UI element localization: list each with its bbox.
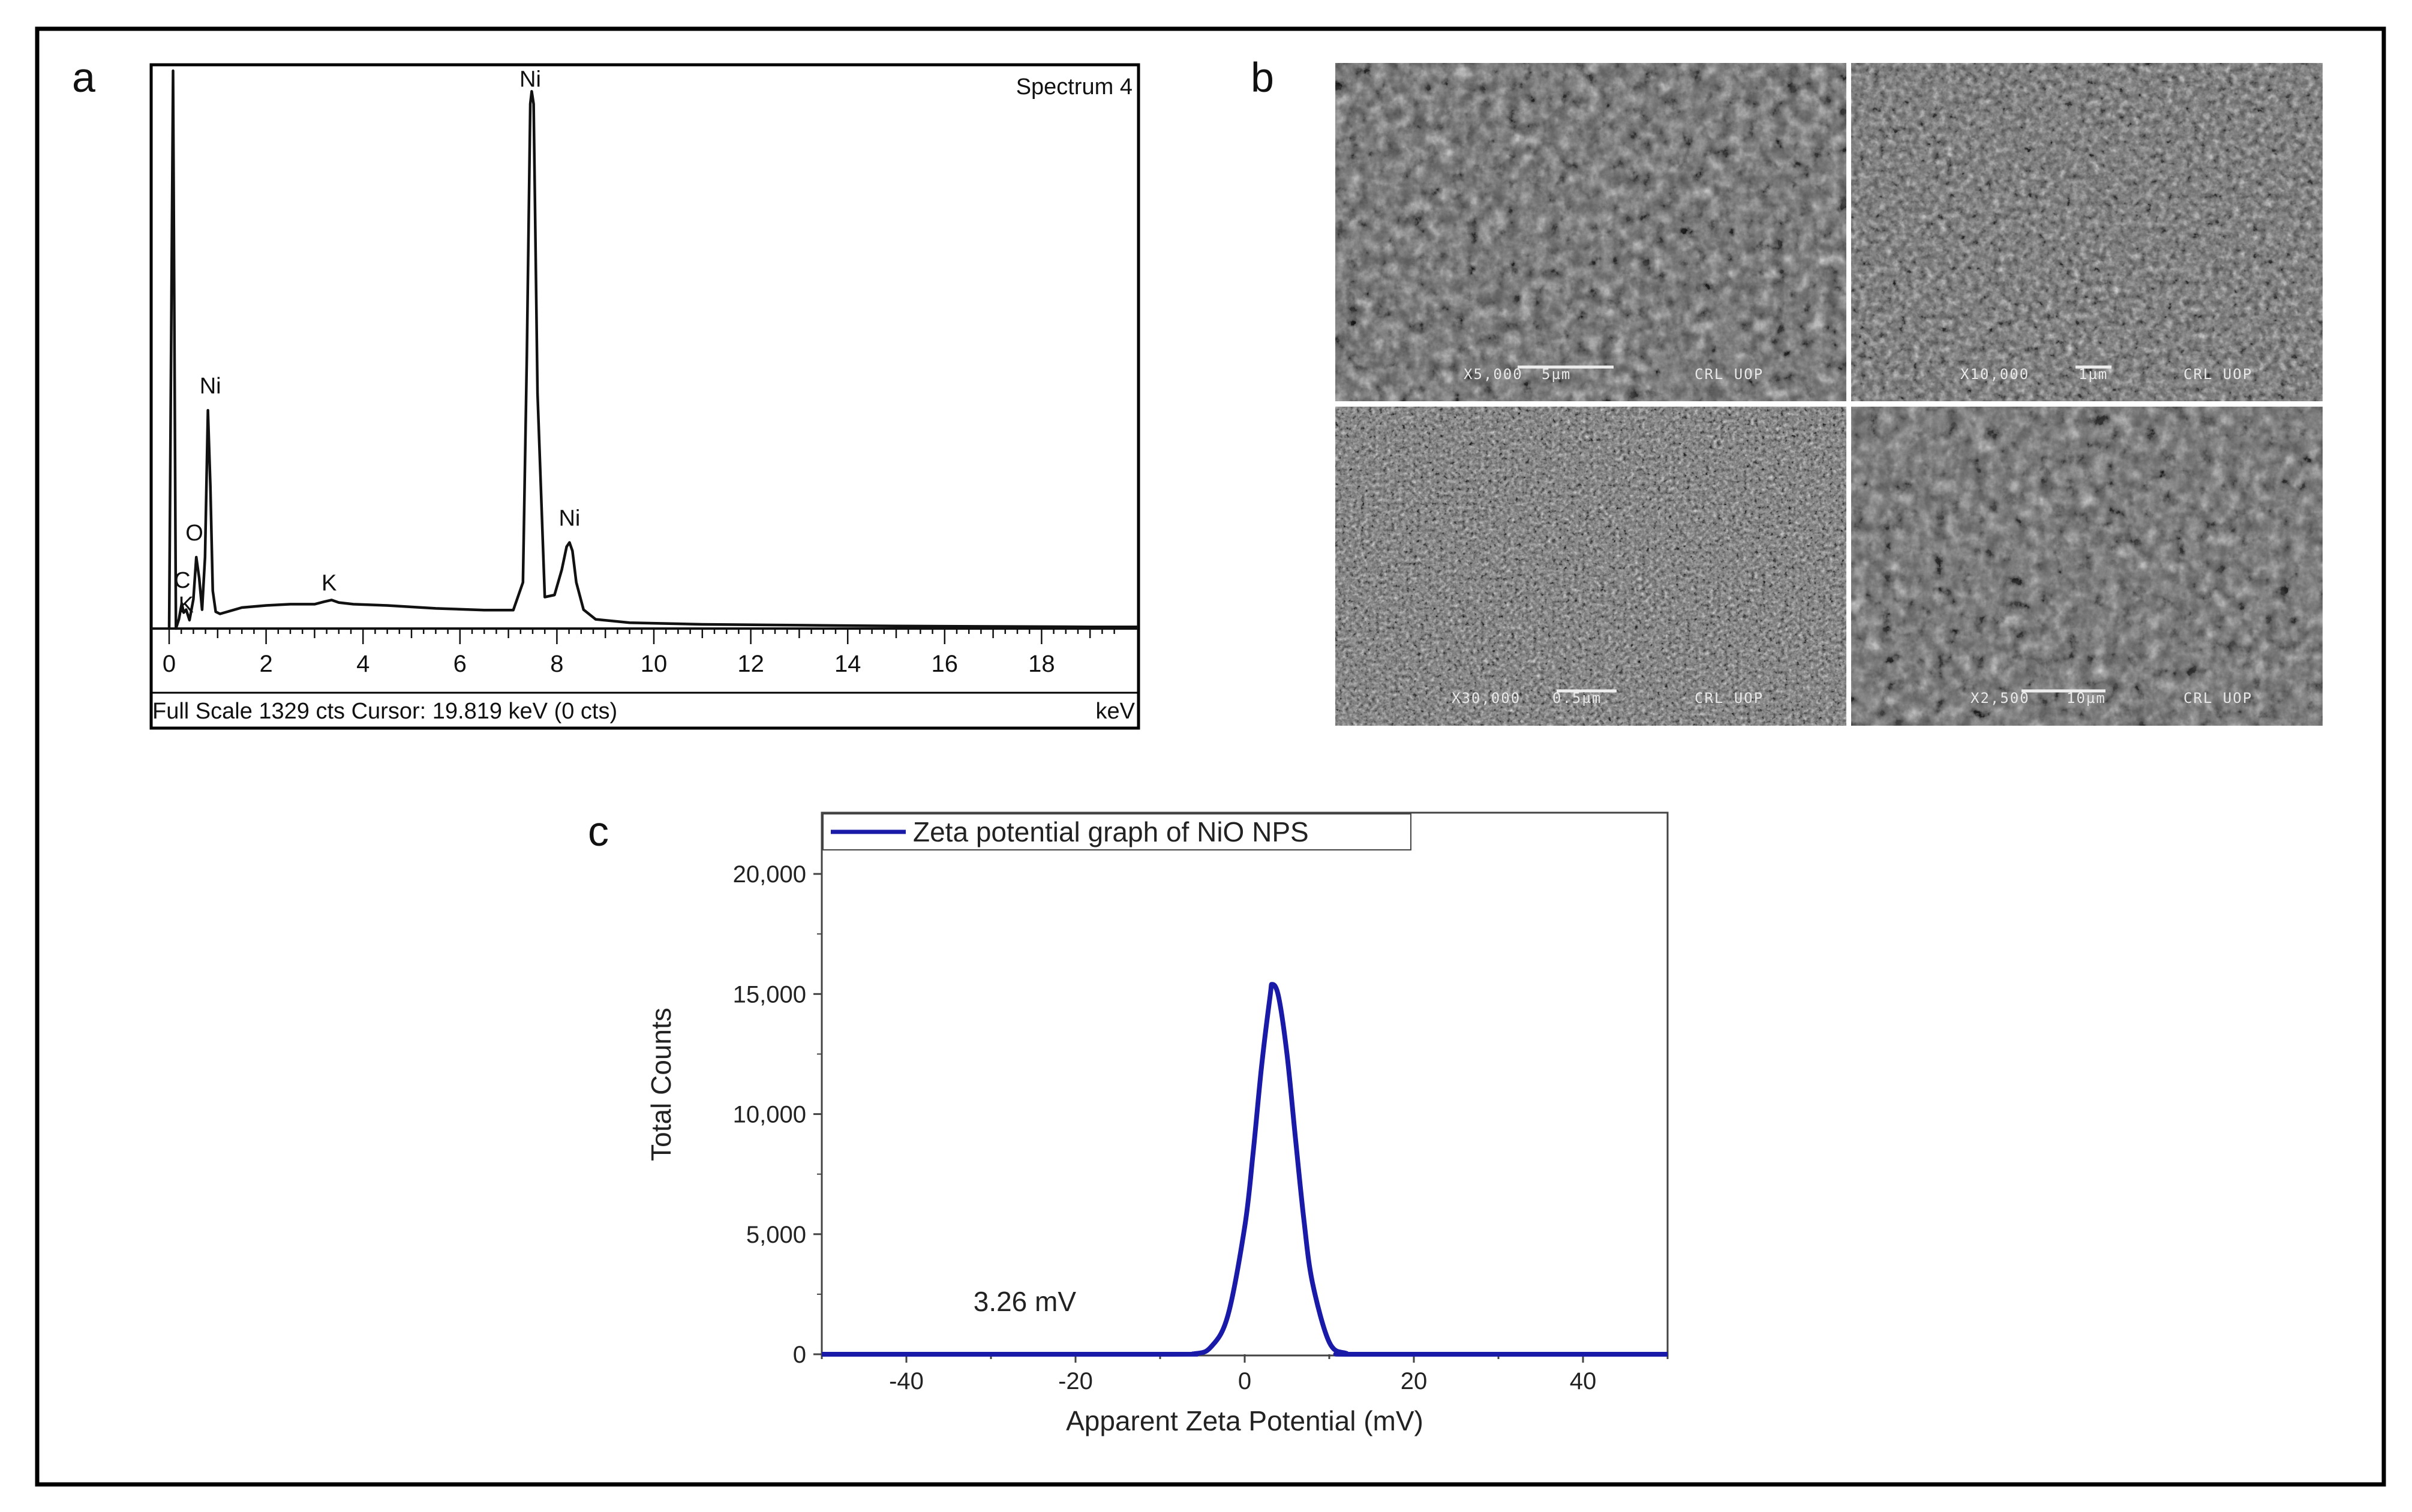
sem-2-mag: X10,000: [1960, 366, 2029, 383]
sem-image-2: X10,000 1µm CRL UOP: [1851, 63, 2323, 401]
sem-image-1: X5,000 5µm CRL UOP: [1335, 63, 1846, 401]
eds-series-line: [167, 69, 1139, 630]
zeta-x-axis-label: Apparent Zeta Potential (mV): [1066, 1405, 1423, 1436]
sem-3-mag: X30,000: [1452, 690, 1521, 707]
zeta-y-axis-label: Total Counts: [645, 1008, 677, 1161]
zeta-y-tick-label: 0: [793, 1342, 806, 1368]
eds-footer: Full Scale 1329 cts Cursor: 19.819 keV (…: [152, 699, 617, 724]
zeta-legend-label: Zeta potential graph of NiO NPS: [913, 816, 1309, 847]
zeta-x-ticks: -40 -20 0 20 40: [821, 1354, 1669, 1394]
panel-a-letter: a: [72, 54, 95, 101]
zeta-plot-frame: [821, 811, 1669, 1357]
zeta-x-tick-label: 40: [1570, 1368, 1597, 1394]
sem-image-grid: X5,000 5µm CRL UOP X10,000 1µm CRL UOP X…: [1332, 60, 2326, 729]
eds-x-tick-label: 18: [1028, 651, 1055, 677]
sem-image-3: X30,000 0.5µm CRL UOP: [1335, 407, 1846, 726]
zeta-x-tick-label: 20: [1401, 1368, 1428, 1394]
zeta-legend: Zeta potential graph of NiO NPS: [822, 813, 1411, 850]
sem-image-4: X2,500 10µm CRL UOP: [1851, 407, 2323, 726]
zeta-potential-chart: 0 5,000 10,000 15,000 20,000 -40 -20 0 20 40 App…: [645, 811, 1669, 1436]
zeta-x-tick-label: 0: [1238, 1368, 1251, 1394]
sem-1-lab: CRL UOP: [1695, 366, 1764, 383]
eds-peak-label: Ni: [519, 67, 541, 92]
zeta-series-line: [821, 982, 1668, 1357]
zeta-y-tick-label: 5,000: [746, 1222, 806, 1248]
sem-3-lab: CRL UOP: [1695, 690, 1764, 707]
sem-3-scale: 0.5µm: [1552, 690, 1602, 707]
zeta-peak-annotation: 3.26 mV: [974, 1286, 1077, 1317]
zeta-legend-box: [822, 813, 1411, 850]
eds-x-tick-label: 6: [453, 651, 467, 677]
zeta-y-ticks: 0 5,000 10,000 15,000 20,000: [733, 861, 822, 1368]
eds-x-tick-label: 2: [259, 651, 272, 677]
eds-peak-label: O: [185, 521, 203, 546]
eds-x-tick-label: 4: [356, 651, 370, 677]
zeta-x-tick-label: -40: [889, 1368, 924, 1394]
zeta-y-tick-label: 20,000: [733, 861, 806, 888]
eds-x-tick-label: 0: [163, 651, 176, 677]
zeta-y-tick-label: 10,000: [733, 1102, 806, 1128]
zeta-y-tick-label: 15,000: [733, 981, 806, 1008]
eds-x-tick-label: 8: [550, 651, 563, 677]
eds-peak-label: C: [174, 568, 190, 593]
eds-title: Spectrum 4: [1016, 74, 1133, 100]
eds-x-unit: keV: [1096, 699, 1136, 724]
zeta-x-tick-label: -20: [1058, 1368, 1093, 1394]
eds-spectrum-chart: Spectrum 4 Full Scale 1329 cts Cursor: 1…: [149, 63, 1140, 730]
eds-frame: [149, 63, 1140, 730]
eds-peak-label: Ni: [558, 506, 580, 531]
eds-x-tick-label: 14: [834, 651, 861, 677]
eds-peak-label: K: [322, 570, 337, 596]
eds-x-tick-label: 10: [641, 651, 668, 677]
sem-2-lab: CRL UOP: [2183, 366, 2252, 383]
eds-x-tick-label: 12: [737, 651, 764, 677]
sem-4-lab: CRL UOP: [2183, 690, 2252, 707]
sem-4-scale: 10µm: [2066, 690, 2106, 707]
sem-2-scale: 1µm: [2078, 366, 2108, 383]
sem-1-scale: 5µm: [1542, 366, 1571, 383]
eds-x-tick-label: 16: [932, 651, 959, 677]
eds-x-ticks: 0 2 4 6 8 10 12 14 16 18: [151, 627, 1139, 677]
sem-4-mag: X2,500: [1971, 690, 2030, 707]
panel-b-letter: b: [1251, 54, 1274, 101]
sem-1-mag: X5,000: [1464, 366, 1523, 383]
eds-peak-label: K: [179, 593, 194, 618]
eds-peak-label: Ni: [200, 374, 221, 399]
panel-c-letter: c: [588, 808, 609, 855]
